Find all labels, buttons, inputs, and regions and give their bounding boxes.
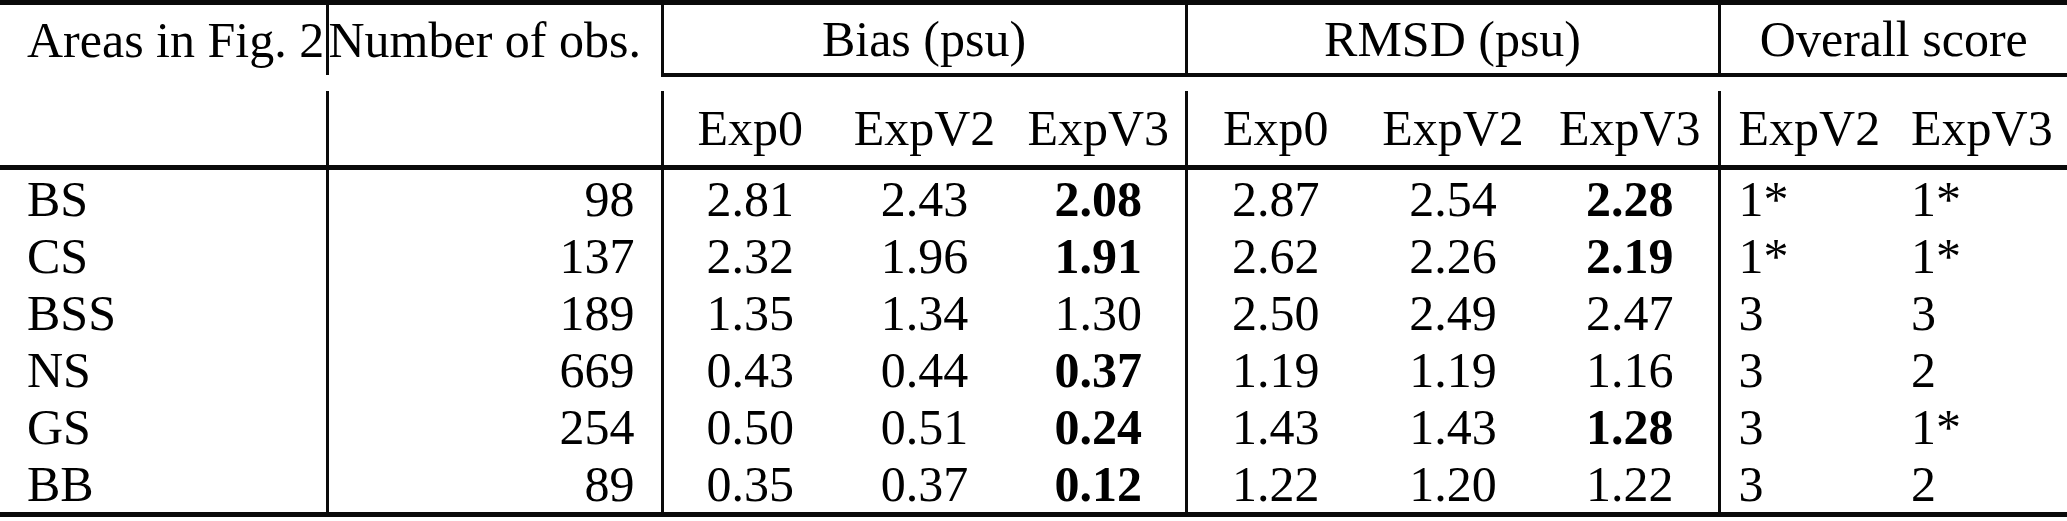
header-areas: Areas in Fig. 2 bbox=[0, 3, 327, 76]
rmsd-expv2-cell: 2.26 bbox=[1364, 227, 1542, 284]
rmsd-expv2-cell: 2.54 bbox=[1364, 168, 1542, 228]
bias-exp0-cell: 2.81 bbox=[662, 168, 837, 228]
header-spacer bbox=[0, 75, 2067, 91]
overall-expv2-cell: 3 bbox=[1719, 284, 1893, 341]
bias-expv2-cell: 0.51 bbox=[837, 398, 1012, 455]
bias-exp0-cell: 0.50 bbox=[662, 398, 837, 455]
subheader-bias-expv2: ExpV2 bbox=[837, 91, 1012, 168]
table-body: BS 98 2.81 2.43 2.08 2.87 2.54 2.28 1* 1… bbox=[0, 168, 2067, 515]
area-cell: BB bbox=[0, 455, 327, 515]
bias-expv2-cell: 2.43 bbox=[837, 168, 1012, 228]
obs-cell: 189 bbox=[327, 284, 662, 341]
obs-cell: 98 bbox=[327, 168, 662, 228]
rmsd-expv2-cell: 1.19 bbox=[1364, 341, 1542, 398]
rmsd-exp0-cell: 2.62 bbox=[1186, 227, 1364, 284]
subheader-empty-obs bbox=[327, 91, 662, 168]
paper-table-page: Areas in Fig. 2 Number of obs. Bias (psu… bbox=[0, 0, 2067, 521]
overall-expv3-cell: 1* bbox=[1893, 398, 2067, 455]
overall-expv3-cell: 1* bbox=[1893, 168, 2067, 228]
area-cell: GS bbox=[0, 398, 327, 455]
subheader-bias-expv3: ExpV3 bbox=[1012, 91, 1186, 168]
obs-cell: 89 bbox=[327, 455, 662, 515]
rmsd-exp0-cell: 1.43 bbox=[1186, 398, 1364, 455]
group-header-overall-score: Overall score bbox=[1719, 3, 2067, 76]
rmsd-expv3-cell: 1.16 bbox=[1542, 341, 1719, 398]
table-row: NS 669 0.43 0.44 0.37 1.19 1.19 1.16 3 2 bbox=[0, 341, 2067, 398]
rmsd-exp0-cell: 2.50 bbox=[1186, 284, 1364, 341]
rmsd-expv2-cell: 1.43 bbox=[1364, 398, 1542, 455]
area-cell: CS bbox=[0, 227, 327, 284]
results-table: Areas in Fig. 2 Number of obs. Bias (psu… bbox=[0, 0, 2067, 517]
subheader-overall-expv2: ExpV2 bbox=[1719, 91, 1893, 168]
group-header-row: Areas in Fig. 2 Number of obs. Bias (psu… bbox=[0, 3, 2067, 76]
bias-expv3-cell: 1.30 bbox=[1012, 284, 1186, 341]
rmsd-exp0-cell: 1.19 bbox=[1186, 341, 1364, 398]
bias-exp0-cell: 1.35 bbox=[662, 284, 837, 341]
obs-cell: 669 bbox=[327, 341, 662, 398]
bias-expv3-cell: 0.24 bbox=[1012, 398, 1186, 455]
overall-expv2-cell: 1* bbox=[1719, 227, 1893, 284]
overall-expv3-cell: 2 bbox=[1893, 455, 2067, 515]
rmsd-expv3-cell: 2.47 bbox=[1542, 284, 1719, 341]
obs-cell: 137 bbox=[327, 227, 662, 284]
area-cell: BSS bbox=[0, 284, 327, 341]
bias-expv3-cell: 0.12 bbox=[1012, 455, 1186, 515]
bias-exp0-cell: 0.35 bbox=[662, 455, 837, 515]
area-cell: BS bbox=[0, 168, 327, 228]
bias-exp0-cell: 0.43 bbox=[662, 341, 837, 398]
bias-expv2-cell: 0.44 bbox=[837, 341, 1012, 398]
overall-expv3-cell: 1* bbox=[1893, 227, 2067, 284]
overall-expv2-cell: 1* bbox=[1719, 168, 1893, 228]
bias-expv2-cell: 0.37 bbox=[837, 455, 1012, 515]
group-header-rmsd: RMSD (psu) bbox=[1186, 3, 1719, 76]
rmsd-expv2-cell: 1.20 bbox=[1364, 455, 1542, 515]
rmsd-expv3-cell: 2.19 bbox=[1542, 227, 1719, 284]
rmsd-exp0-cell: 2.87 bbox=[1186, 168, 1364, 228]
subheader-rmsd-expv3: ExpV3 bbox=[1542, 91, 1719, 168]
rmsd-exp0-cell: 1.22 bbox=[1186, 455, 1364, 515]
obs-cell: 254 bbox=[327, 398, 662, 455]
subheader-rmsd-expv2: ExpV2 bbox=[1364, 91, 1542, 168]
bias-expv2-cell: 1.96 bbox=[837, 227, 1012, 284]
bias-expv3-cell: 0.37 bbox=[1012, 341, 1186, 398]
table-header: Areas in Fig. 2 Number of obs. Bias (psu… bbox=[0, 3, 2067, 168]
subheader-row: Exp0 ExpV2 ExpV3 Exp0 ExpV2 ExpV3 ExpV2 … bbox=[0, 91, 2067, 168]
overall-expv2-cell: 3 bbox=[1719, 341, 1893, 398]
rmsd-expv2-cell: 2.49 bbox=[1364, 284, 1542, 341]
bias-expv2-cell: 1.34 bbox=[837, 284, 1012, 341]
area-cell: NS bbox=[0, 341, 327, 398]
table-row: BS 98 2.81 2.43 2.08 2.87 2.54 2.28 1* 1… bbox=[0, 168, 2067, 228]
overall-expv3-cell: 3 bbox=[1893, 284, 2067, 341]
bias-expv3-cell: 2.08 bbox=[1012, 168, 1186, 228]
bias-exp0-cell: 2.32 bbox=[662, 227, 837, 284]
bias-expv3-cell: 1.91 bbox=[1012, 227, 1186, 284]
table-row: BB 89 0.35 0.37 0.12 1.22 1.20 1.22 3 2 bbox=[0, 455, 2067, 515]
rmsd-expv3-cell: 1.22 bbox=[1542, 455, 1719, 515]
subheader-overall-expv3: ExpV3 bbox=[1893, 91, 2067, 168]
group-header-bias: Bias (psu) bbox=[662, 3, 1186, 76]
subheader-empty-areas bbox=[0, 91, 327, 168]
overall-expv3-cell: 2 bbox=[1893, 341, 2067, 398]
table-row: BSS 189 1.35 1.34 1.30 2.50 2.49 2.47 3 … bbox=[0, 284, 2067, 341]
subheader-bias-exp0: Exp0 bbox=[662, 91, 837, 168]
header-spacer-row bbox=[0, 75, 2067, 91]
overall-expv2-cell: 3 bbox=[1719, 398, 1893, 455]
header-number-of-obs: Number of obs. bbox=[327, 3, 662, 76]
table-row: CS 137 2.32 1.96 1.91 2.62 2.26 2.19 1* … bbox=[0, 227, 2067, 284]
rmsd-expv3-cell: 1.28 bbox=[1542, 398, 1719, 455]
subheader-rmsd-exp0: Exp0 bbox=[1186, 91, 1364, 168]
rmsd-expv3-cell: 2.28 bbox=[1542, 168, 1719, 228]
table-row: GS 254 0.50 0.51 0.24 1.43 1.43 1.28 3 1… bbox=[0, 398, 2067, 455]
overall-expv2-cell: 3 bbox=[1719, 455, 1893, 515]
